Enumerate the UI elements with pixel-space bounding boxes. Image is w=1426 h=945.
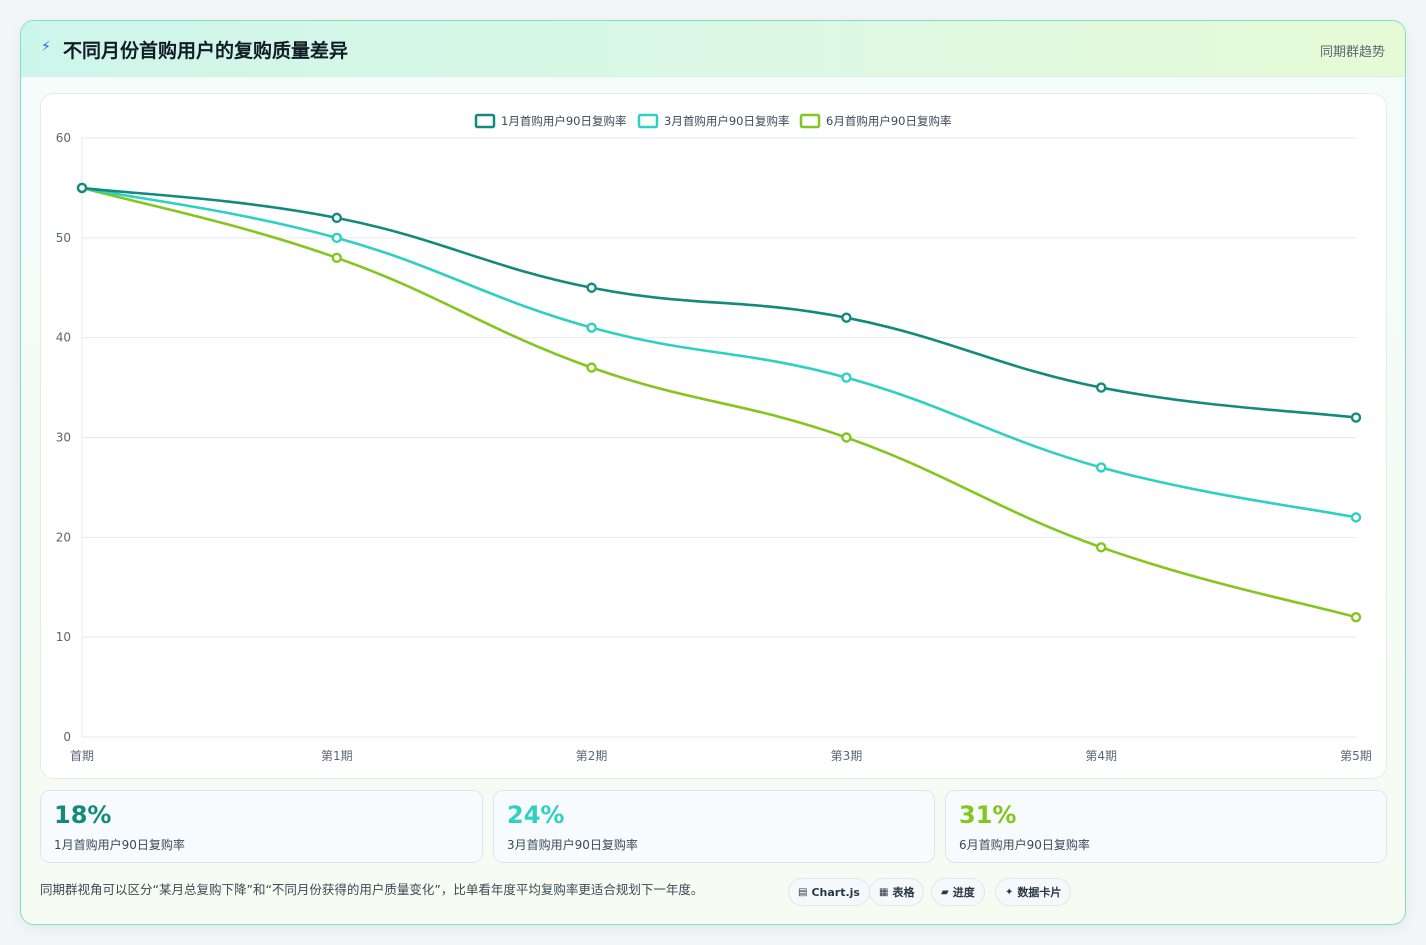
stat-card-jun: 31% 6月首购用户90日复购率	[945, 790, 1387, 863]
x-tick-label: 第3期	[831, 749, 863, 763]
legend-item-1: 1月首购用户90日复购率	[474, 113, 626, 129]
legend-label: 6月首购用户90日复购率	[826, 114, 951, 128]
progress-icon: ▰	[941, 886, 949, 898]
stat-label: 6月首购用户90日复购率	[959, 838, 1090, 852]
tag-label: 进度	[952, 886, 975, 899]
series-line-1	[81, 186, 1357, 419]
cohort-card: ⚡ 不同月份首购用户的复购质量差异 同期群趋势 0 10 20 30 40 50 60 首期 第…	[20, 20, 1406, 925]
tag-label: 数据卡片	[1017, 886, 1062, 899]
legend-label: 1月首购用户90日复购率	[501, 114, 626, 128]
y-tick-label: 20	[56, 530, 71, 544]
legend-label: 3月首购用户90日复购率	[664, 114, 789, 128]
data-point-3	[841, 432, 852, 443]
line-chart-container: 0 10 20 30 40 50 60 首期 第1期 第2期 第3期 第4期 第5期 1月首购用户90日复…	[40, 93, 1387, 779]
legend-swatch	[799, 113, 821, 129]
y-tick-label: 50	[56, 231, 71, 245]
data-point-1	[841, 312, 852, 323]
x-tick-label: 第2期	[576, 749, 608, 763]
data-point-3	[586, 362, 597, 373]
stat-value: 31%	[959, 801, 1017, 829]
y-tick-label: 30	[56, 431, 71, 445]
data-point-2	[1350, 512, 1362, 523]
series-line-3	[81, 186, 1357, 619]
line-chart: 0 10 20 30 40 50 60 首期 第1期 第2期 第3期 第4期 第5期 1月首购用户90日复…	[56, 113, 1372, 763]
x-tick-label: 首期	[70, 749, 94, 763]
data-point-1	[331, 212, 342, 224]
footnote: 同期群视角可以区分“某月总复购下降”和“不同月份获得的用户质量变化”，比单看年度…	[40, 882, 704, 897]
series-line-2	[81, 186, 1357, 519]
data-card-icon: ✦	[1005, 886, 1014, 898]
tag-progress[interactable]: ▰ 进度	[931, 878, 985, 906]
data-point-3	[1350, 612, 1362, 623]
header-subtitle-label: 同期群趋势	[1319, 45, 1385, 60]
legend-item-3: 6月首购用户90日复购率	[799, 113, 951, 129]
card-title: 不同月份首购用户的复购质量差异	[63, 40, 349, 62]
tag-data-card[interactable]: ✦ 数据卡片	[995, 878, 1072, 906]
tag-label: Chart.js	[811, 885, 860, 899]
stat-card-jan: 18% 1月首购用户90日复购率	[40, 790, 483, 863]
data-point-1	[1095, 382, 1107, 393]
stat-card-mar: 24% 3月首购用户90日复购率	[493, 790, 935, 863]
table-icon: ▦	[879, 886, 889, 898]
tag-chartjs[interactable]: ▤ Chart.js	[788, 878, 870, 906]
data-point-3	[1095, 542, 1107, 553]
y-tick-label: 40	[56, 331, 71, 345]
stat-label: 1月首购用户90日复购率	[54, 838, 185, 852]
data-point-2	[1095, 462, 1107, 473]
y-tick-label: 10	[56, 630, 71, 644]
data-point-2	[331, 232, 342, 244]
stat-value: 24%	[507, 801, 565, 829]
card-header: ⚡ 不同月份首购用户的复购质量差异 同期群趋势	[21, 21, 1405, 77]
x-tick-label: 第4期	[1085, 749, 1117, 763]
legend-swatch	[637, 113, 659, 129]
y-tick-label: 0	[63, 730, 71, 744]
legend-item-2: 3月首购用户90日复购率	[637, 113, 789, 129]
x-tick-label: 第1期	[321, 749, 353, 763]
lightning-icon: ⚡	[41, 39, 51, 55]
data-point-1	[586, 282, 597, 293]
stat-label: 3月首购用户90日复购率	[507, 838, 638, 852]
data-point-2	[586, 322, 597, 333]
data-point-3	[331, 252, 342, 264]
tag-label: 表格	[892, 886, 915, 899]
tag-table[interactable]: ▦ 表格	[869, 878, 925, 906]
data-point-1	[1350, 412, 1362, 423]
x-tick-label: 第5期	[1340, 749, 1372, 763]
data-point-2	[841, 372, 852, 383]
legend-swatch	[474, 113, 496, 129]
y-tick-label: 60	[56, 131, 71, 145]
chart-icon: ▤	[798, 886, 808, 898]
data-point-1	[76, 182, 88, 194]
stat-value: 18%	[54, 801, 112, 829]
